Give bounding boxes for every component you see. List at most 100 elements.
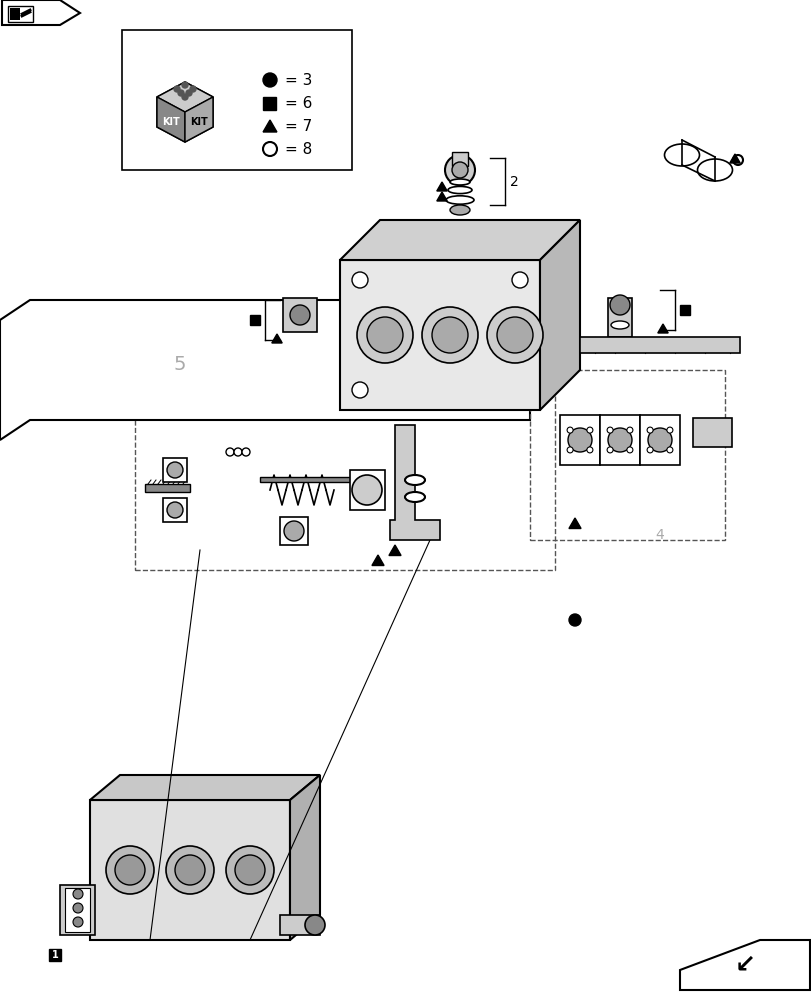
FancyBboxPatch shape: [607, 298, 631, 337]
Text: 1: 1: [52, 950, 58, 960]
Circle shape: [566, 447, 573, 453]
Text: KIT: KIT: [190, 117, 208, 127]
Bar: [264, 97, 277, 110]
Circle shape: [626, 447, 632, 453]
Circle shape: [182, 94, 188, 100]
Polygon shape: [2, 0, 75, 25]
Polygon shape: [90, 775, 320, 800]
Circle shape: [586, 427, 592, 433]
Circle shape: [290, 305, 310, 325]
Circle shape: [367, 317, 402, 353]
Ellipse shape: [663, 144, 698, 166]
Polygon shape: [263, 120, 277, 132]
Text: KIT: KIT: [162, 117, 180, 127]
Bar: [599, 415, 639, 465]
Circle shape: [444, 155, 474, 185]
Bar: [639, 415, 679, 465]
Bar: [280, 517, 307, 545]
Bar: [163, 458, 187, 482]
Bar: [679, 305, 689, 315]
FancyBboxPatch shape: [692, 418, 731, 447]
Text: = 8: = 8: [285, 142, 312, 157]
Bar: [10, 8, 20, 20]
Circle shape: [609, 295, 629, 315]
Polygon shape: [657, 324, 667, 333]
Text: ↙: ↙: [734, 953, 754, 977]
Polygon shape: [340, 220, 579, 260]
Circle shape: [175, 855, 204, 885]
Bar: [65, 888, 90, 932]
Circle shape: [234, 855, 264, 885]
Circle shape: [422, 307, 478, 363]
Text: = 3: = 3: [285, 73, 312, 88]
Polygon shape: [157, 97, 185, 142]
Circle shape: [646, 427, 652, 433]
Ellipse shape: [405, 492, 424, 502]
Circle shape: [351, 382, 367, 398]
Bar: [280, 915, 320, 935]
Circle shape: [351, 272, 367, 288]
Circle shape: [263, 73, 277, 87]
Circle shape: [225, 448, 234, 456]
Circle shape: [165, 846, 214, 894]
Text: 5: 5: [174, 356, 186, 374]
Circle shape: [225, 846, 273, 894]
Circle shape: [666, 447, 672, 453]
Circle shape: [167, 462, 182, 478]
Ellipse shape: [449, 205, 470, 215]
Polygon shape: [388, 545, 401, 556]
Circle shape: [568, 428, 591, 452]
Bar: [350, 470, 384, 510]
Circle shape: [351, 475, 381, 505]
Ellipse shape: [697, 159, 732, 181]
Bar: [122, 30, 351, 170]
Polygon shape: [185, 97, 212, 142]
Circle shape: [512, 272, 527, 288]
Polygon shape: [389, 425, 440, 540]
Polygon shape: [2, 0, 80, 25]
Polygon shape: [436, 192, 447, 201]
Bar: [8, 6, 33, 22]
Polygon shape: [569, 518, 581, 528]
FancyBboxPatch shape: [452, 152, 467, 166]
Text: ↗: ↗: [19, 4, 36, 23]
Circle shape: [646, 447, 652, 453]
FancyBboxPatch shape: [90, 800, 290, 940]
Circle shape: [452, 162, 467, 178]
Ellipse shape: [445, 196, 474, 204]
Circle shape: [607, 447, 612, 453]
Bar: [579, 337, 739, 353]
Circle shape: [607, 428, 631, 452]
Text: = 6: = 6: [285, 96, 312, 111]
Bar: [163, 498, 187, 522]
Circle shape: [357, 307, 413, 363]
Polygon shape: [539, 220, 579, 410]
FancyBboxPatch shape: [340, 260, 539, 410]
Ellipse shape: [449, 179, 470, 185]
Circle shape: [607, 427, 612, 433]
Bar: [60, 885, 95, 935]
Bar: [145, 484, 190, 492]
FancyBboxPatch shape: [283, 298, 316, 332]
Circle shape: [496, 317, 532, 353]
Polygon shape: [157, 82, 212, 142]
Circle shape: [73, 889, 83, 899]
Circle shape: [167, 502, 182, 518]
Text: 2: 2: [509, 175, 518, 189]
Circle shape: [106, 846, 154, 894]
Bar: [260, 477, 380, 482]
Circle shape: [666, 427, 672, 433]
Circle shape: [115, 855, 145, 885]
Polygon shape: [290, 775, 320, 940]
Polygon shape: [0, 300, 530, 440]
Polygon shape: [272, 334, 282, 343]
Circle shape: [73, 903, 83, 913]
Circle shape: [305, 915, 324, 935]
Circle shape: [626, 427, 632, 433]
Bar: [560, 415, 599, 465]
Circle shape: [186, 90, 191, 96]
Circle shape: [566, 427, 573, 433]
Circle shape: [234, 448, 242, 456]
Circle shape: [190, 86, 195, 92]
Circle shape: [178, 90, 184, 96]
